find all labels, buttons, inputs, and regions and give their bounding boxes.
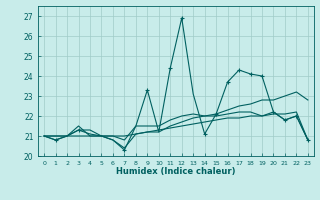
X-axis label: Humidex (Indice chaleur): Humidex (Indice chaleur) [116, 167, 236, 176]
